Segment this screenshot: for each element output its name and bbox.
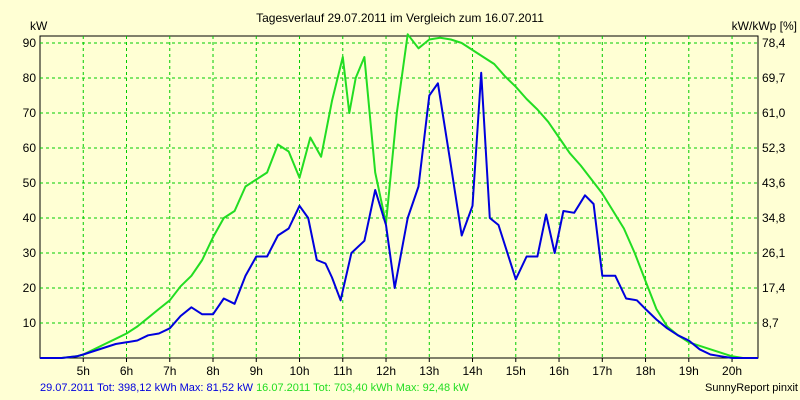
- credit-text: SunnyReport pinxit: [705, 382, 798, 394]
- x-tick-label: 6h: [120, 364, 133, 378]
- y-tick-label-right: 34,8: [762, 211, 786, 225]
- x-tick-label: 14h: [463, 364, 483, 378]
- footer-legend: 29.07.2011 Tot: 398,12 kWh Max: 81,52 kW…: [40, 382, 469, 394]
- y-tick-label-right: 52,3: [762, 141, 786, 155]
- y-axis-unit-left: kW: [30, 19, 48, 33]
- x-tick-label: 19h: [679, 364, 699, 378]
- x-tick-label: 17h: [592, 364, 612, 378]
- x-tick-label: 16h: [549, 364, 569, 378]
- y-tick-label-left: 50: [23, 176, 37, 190]
- legend-series-1: 29.07.2011 Tot: 398,12 kWh Max: 81,52 kW: [40, 382, 253, 394]
- chart-title: Tagesverlauf 29.07.2011 im Vergleich zum…: [256, 11, 544, 25]
- y-tick-label-left: 90: [23, 36, 37, 50]
- x-tick-label: 11h: [333, 364, 352, 378]
- x-tick-label: 20h: [722, 364, 742, 378]
- y-tick-label-left: 60: [23, 141, 37, 155]
- x-tick-label: 15h: [506, 364, 526, 378]
- series-line-1: [40, 71, 758, 359]
- y-tick-label-left: 10: [23, 316, 37, 330]
- x-tick-label: 10h: [290, 364, 310, 378]
- x-tick-label: 7h: [163, 364, 176, 378]
- x-tick-label: 9h: [250, 364, 263, 378]
- y-tick-label-left: 80: [23, 71, 37, 85]
- y-tick-label-right: 61,0: [762, 106, 786, 120]
- series-line-2: [40, 33, 758, 359]
- x-tick-label: 13h: [419, 364, 439, 378]
- y-tick-label-right: 8,7: [762, 316, 779, 330]
- y-tick-label-right: 69,7: [762, 71, 786, 85]
- legend-series-2: 16.07.2011 Tot: 703,40 kWh Max: 92,48 kW: [256, 382, 470, 394]
- x-tick-label: 8h: [206, 364, 219, 378]
- series-lines: [40, 33, 758, 359]
- y-tick-label-left: 40: [23, 211, 37, 225]
- y-tick-label-right: 78,4: [762, 36, 786, 50]
- grid-lines: [40, 36, 758, 358]
- y-tick-label-right: 26,1: [762, 246, 786, 260]
- x-tick-label: 18h: [636, 364, 656, 378]
- y-tick-label-right: 43,6: [762, 176, 786, 190]
- y-tick-label-left: 20: [23, 281, 37, 295]
- y-tick-label-left: 70: [23, 106, 37, 120]
- y-axis-unit-right: kW/kWp [%]: [732, 19, 797, 33]
- x-tick-label: 12h: [376, 364, 396, 378]
- y-tick-label-right: 17,4: [762, 281, 786, 295]
- x-axis: 5h 6h 7h 8h 9h 10h 11h 12h 13h 14h 15h 16h 17h 18h 19h…: [77, 358, 742, 378]
- x-tick-label: 5h: [77, 364, 90, 378]
- y-tick-label-left: 30: [23, 246, 37, 260]
- plot-area: [39, 35, 759, 359]
- y-axis-left: 10 20 30 40 50 60 70 80 90: [23, 36, 37, 330]
- y-axis-right: 8,7 17,4 26,1 34,8 43,6 52,3 61,0 69,7 78,4: [762, 36, 786, 330]
